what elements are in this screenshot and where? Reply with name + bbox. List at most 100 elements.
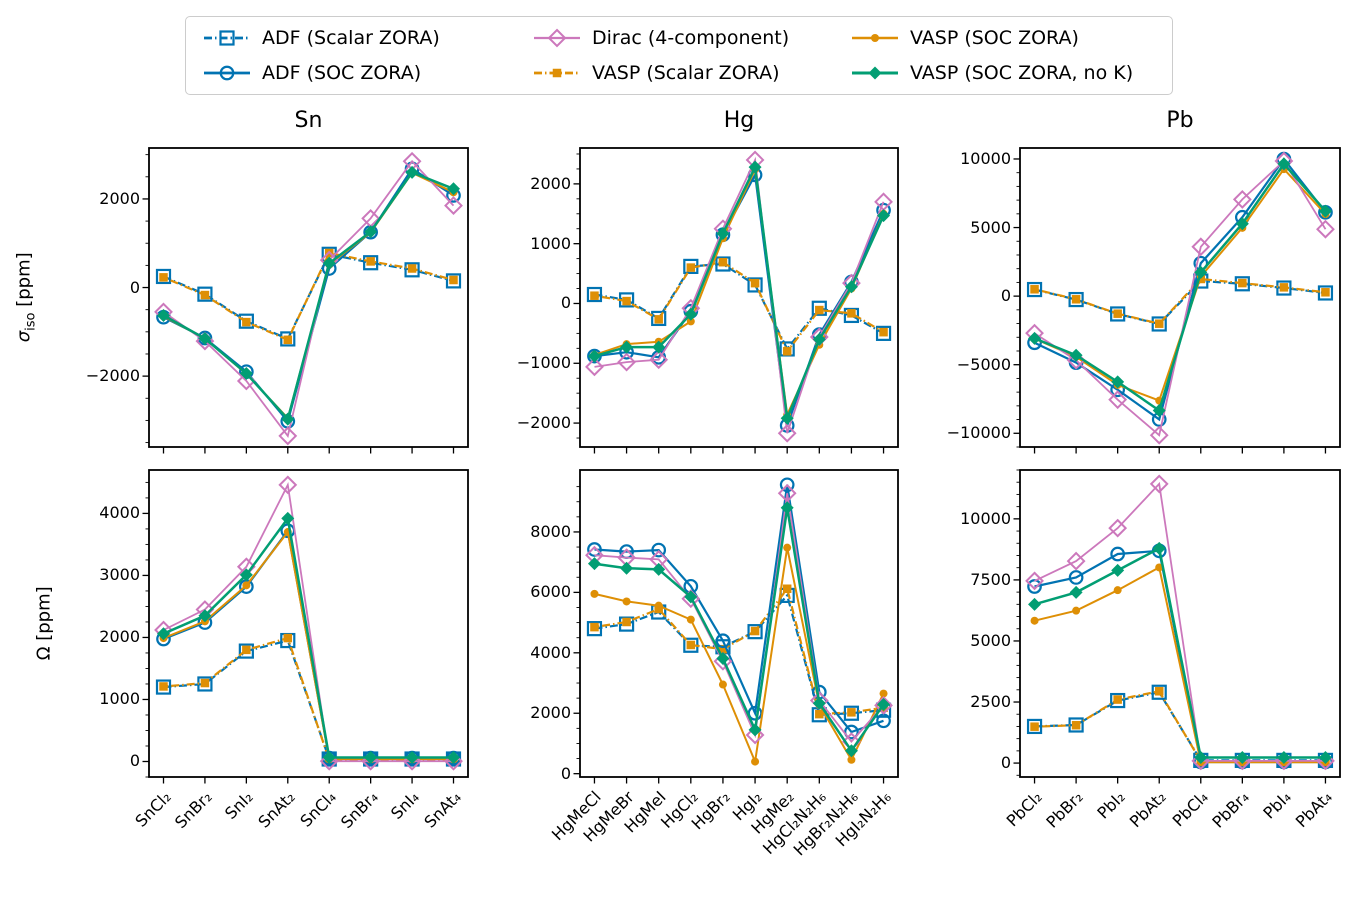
marker-adf-scalar-zora <box>875 325 892 341</box>
marker-vasp-soc-zora <box>847 755 856 764</box>
marker-dirac-4-component <box>777 423 797 443</box>
marker-vasp-soc-zora-no-k <box>447 750 460 764</box>
marker-vasp-scalar-zora <box>590 622 599 632</box>
marker-vasp-soc-zora-no-k <box>405 165 419 179</box>
marker-vasp-soc-zora-no-k <box>620 561 634 575</box>
marker-adf-scalar-zora <box>404 262 420 278</box>
marker-adf-scalar-zora <box>1026 281 1043 298</box>
marker-vasp-scalar-zora <box>1113 309 1122 318</box>
marker-vasp-soc-zora-no-k <box>620 340 634 354</box>
marker-adf-soc-zora <box>844 724 859 740</box>
y-tick-label: 1000 <box>530 233 571 253</box>
legend-entry-vasp-soc-zora: VASP (SOC ZORA) <box>850 26 1166 50</box>
marker-vasp-scalar-zora <box>847 708 856 717</box>
marker-vasp-scalar-zora <box>200 290 210 300</box>
marker-adf-scalar-zora <box>1317 285 1334 301</box>
marker-vasp-soc-zora-no-k <box>684 590 698 604</box>
subplot-sn-sigma <box>142 147 469 454</box>
axes-spines <box>148 147 469 448</box>
marker-adf-scalar-zora <box>811 300 827 316</box>
marker-adf-scalar-zora <box>1234 276 1250 292</box>
axes-spines <box>579 147 899 448</box>
marker-vasp-soc-zora <box>879 689 888 698</box>
marker-vasp-scalar-zora <box>622 617 631 627</box>
series-line-vasp-soc-zora <box>594 165 885 419</box>
series-line-dirac-4-component <box>162 159 455 438</box>
series-line-vasp-soc-zora-no-k <box>162 170 454 422</box>
marker-vasp-soc-zora <box>590 589 599 598</box>
marker-vasp-soc-zora-no-k <box>239 568 253 582</box>
marker-vasp-scalar-zora <box>366 257 375 266</box>
series-line-adf-soc-zora <box>594 484 884 734</box>
marker-dirac-4-component <box>1191 237 1211 257</box>
marker-adf-scalar-zora <box>1151 684 1167 700</box>
marker-vasp-soc-zora-no-k <box>157 627 170 641</box>
legend-entry-vasp-soc-zora-no-k: VASP (SOC ZORA, no K) <box>850 61 1166 85</box>
marker-vasp-scalar-zora <box>815 709 824 719</box>
y-tick-label: 6000 <box>530 582 571 602</box>
subplot-title-hg: Hg <box>723 108 755 133</box>
axes-spines <box>579 469 899 778</box>
marker-vasp-soc-zora <box>622 597 631 606</box>
legend-marker-adf-soc-zora <box>219 65 235 81</box>
marker-vasp-soc-zora <box>686 615 695 624</box>
marker-adf-scalar-zora <box>651 310 667 327</box>
y-tick-label: −10000 <box>946 423 1011 443</box>
marker-vasp-scalar-zora <box>782 584 792 594</box>
marker-dirac-4-component <box>1108 518 1128 538</box>
marker-vasp-soc-zora <box>718 680 727 689</box>
y-tick-label: 1000 <box>99 689 140 709</box>
marker-vasp-scalar-zora <box>1321 288 1330 297</box>
y-tick-label: 8000 <box>530 521 571 541</box>
marker-vasp-soc-zora-no-k <box>652 562 666 576</box>
marker-vasp-soc-zora <box>242 581 251 590</box>
marker-vasp-soc-zora-no-k <box>322 750 336 764</box>
marker-vasp-soc-zora-no-k <box>281 412 295 426</box>
axes-spines <box>1019 469 1341 778</box>
legend-diamond-sample-icon <box>852 66 898 80</box>
y-tick-label: 0 <box>560 293 571 313</box>
series-line-vasp-soc-zora-no-k <box>163 515 454 759</box>
marker-adf-scalar-zora <box>363 255 379 271</box>
marker-vasp-soc-zora-no-k <box>447 182 460 196</box>
marker-adf-scalar-zora <box>1068 291 1084 308</box>
marker-vasp-scalar-zora <box>1238 278 1247 288</box>
legend-circle-sample-icon <box>852 34 898 43</box>
marker-vasp-soc-zora-no-k <box>1152 404 1166 418</box>
legend-label: VASP (SOC ZORA) <box>910 27 1079 50</box>
marker-vasp-soc-zora-no-k <box>1235 217 1249 231</box>
marker-vasp-scalar-zora <box>1071 295 1081 304</box>
series-line-vasp-scalar-zora <box>1034 277 1326 325</box>
marker-vasp-soc-zora <box>1030 616 1039 625</box>
marker-vasp-soc-zora-no-k <box>780 501 794 515</box>
subplot-title-sn: Sn <box>294 108 323 133</box>
marker-vasp-soc-zora-no-k <box>716 652 730 666</box>
marker-dirac-4-component <box>745 725 765 745</box>
marker-vasp-scalar-zora <box>686 263 696 272</box>
marker-vasp-soc-zora <box>751 757 760 766</box>
y-tick-label: 10000 <box>960 508 1011 528</box>
marker-vasp-soc-zora-no-k <box>1318 204 1332 218</box>
series-line-vasp-soc-zora-no-k <box>594 162 885 424</box>
marker-adf-scalar-zora <box>197 286 213 302</box>
marker-vasp-scalar-zora <box>750 626 760 636</box>
marker-vasp-scalar-zora <box>879 327 888 337</box>
series-line-vasp-soc-zora-no-k <box>1034 161 1327 413</box>
marker-adf-scalar-zora <box>155 268 172 285</box>
series-line-dirac-4-component <box>594 493 885 744</box>
marker-vasp-soc-zora-no-k <box>877 697 891 711</box>
marker-dirac-4-component <box>874 695 893 715</box>
marker-vasp-scalar-zora <box>283 633 293 643</box>
marker-adf-scalar-zora <box>155 679 172 695</box>
legend-label: ADF (Scalar ZORA) <box>262 27 440 50</box>
y-axis-label-sigma-iso: σiso [ppm] <box>14 237 39 357</box>
marker-vasp-soc-zora-no-k <box>587 557 601 571</box>
marker-vasp-soc-zora-no-k <box>1152 541 1166 555</box>
marker-adf-scalar-zora <box>238 313 254 329</box>
marker-vasp-soc-zora-no-k <box>1111 375 1125 389</box>
marker-vasp-soc-zora-no-k <box>239 366 253 380</box>
marker-dirac-4-component <box>1025 571 1044 591</box>
marker-vasp-scalar-zora <box>1279 283 1289 292</box>
marker-adf-scalar-zora <box>843 705 860 721</box>
marker-adf-soc-zora <box>1110 546 1126 562</box>
